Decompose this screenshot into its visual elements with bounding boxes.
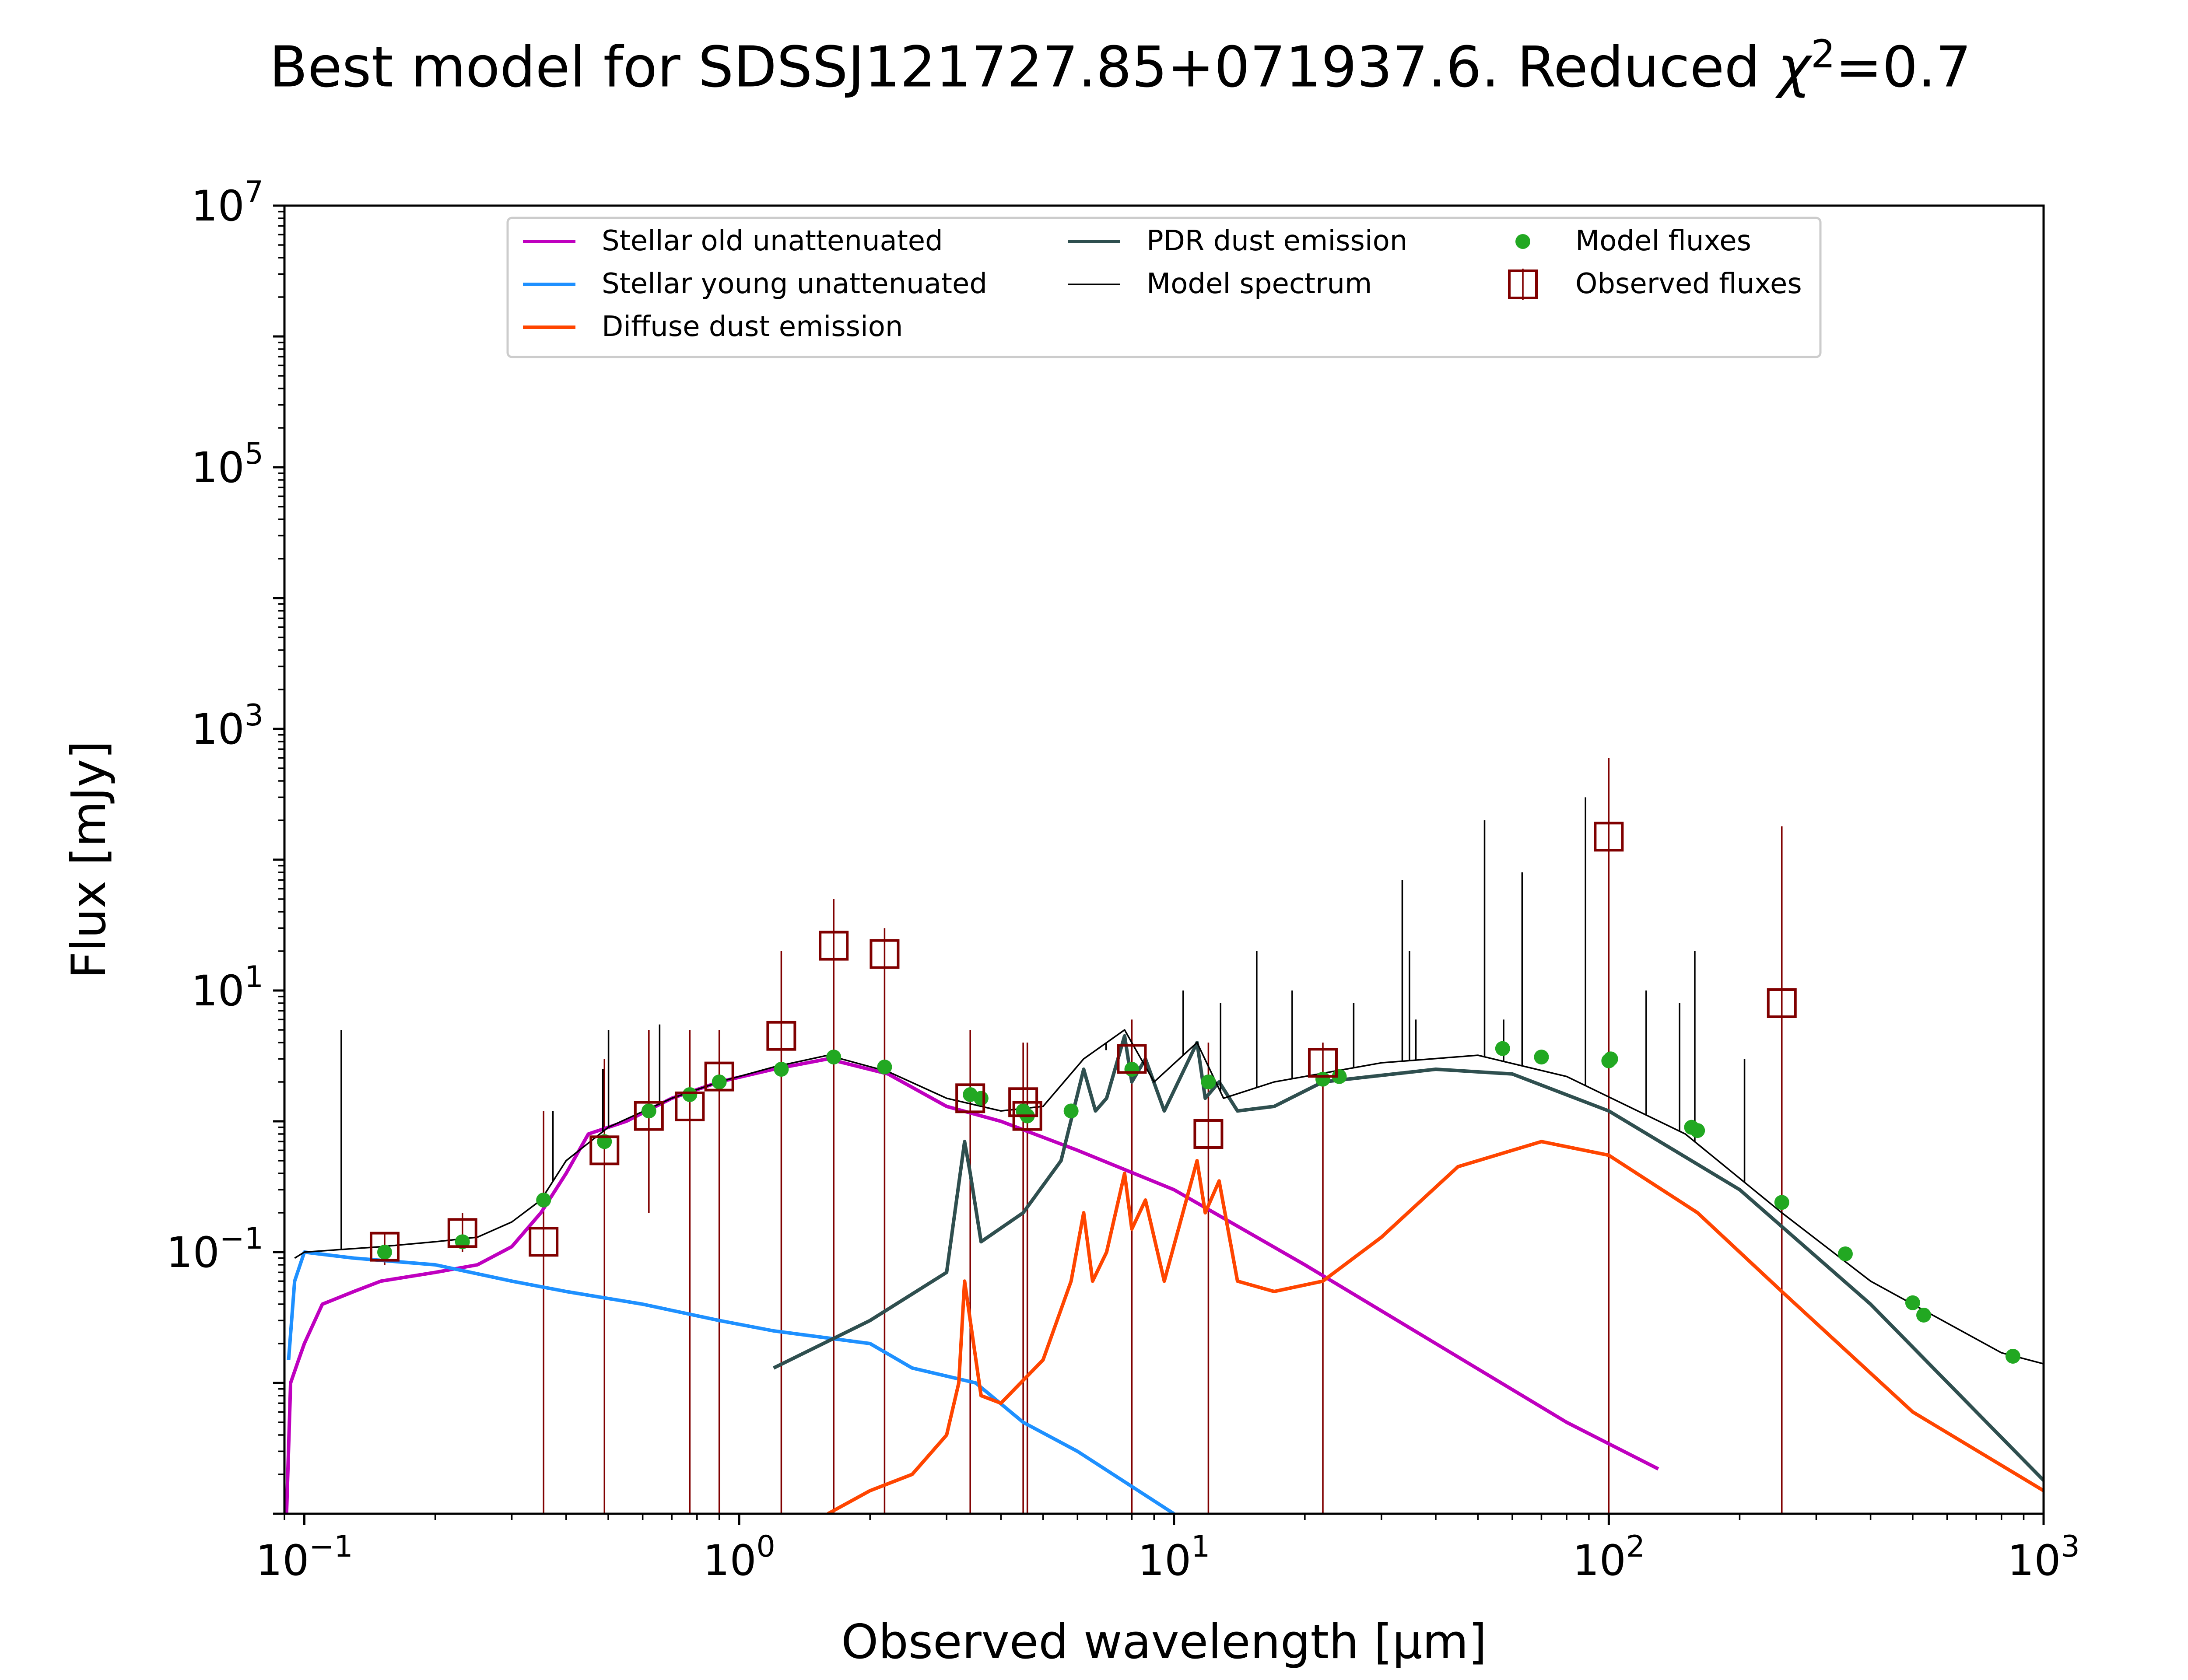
- spectral-lines: [340, 797, 1746, 1250]
- model-flux-point-25: [1690, 1123, 1705, 1138]
- legend-item-4: PDR dust emission: [1068, 225, 1407, 257]
- observed-flux-point-2: [447, 1218, 477, 1248]
- x-tick-text: 102: [1573, 1530, 1645, 1585]
- model-flux-point-17: [1201, 1074, 1216, 1089]
- model-flux-point-29: [1916, 1307, 1932, 1323]
- model-flux-point-1: [377, 1245, 392, 1260]
- observed-flux-point-11: [955, 1083, 985, 1113]
- x-tick-text: 100: [703, 1530, 775, 1585]
- x-tick-label-2: 100: [703, 1530, 775, 1585]
- model-flux-point-16: [1124, 1062, 1140, 1077]
- observed-flux-point-18: [1767, 988, 1797, 1018]
- y-tick-text: 101: [191, 960, 263, 1015]
- model-flux-point-12: [973, 1091, 989, 1106]
- observed-flux-point-10: [870, 939, 900, 969]
- observed-flux-point-1: [369, 1232, 400, 1262]
- series-line-2: [287, 1250, 1175, 1514]
- model-flux-point-28: [1905, 1295, 1920, 1310]
- y-axis: 10−1 101 103 105 107: [166, 175, 284, 1515]
- chart-title: Best model for SDSSJ121727.85+071937.6. …: [0, 32, 2188, 100]
- y-tick-label-3: 103: [191, 698, 263, 754]
- series-layer: [284, 1029, 2044, 1514]
- model-flux-point-7: [712, 1074, 727, 1089]
- x-tick-label-4: 102: [1573, 1530, 1645, 1585]
- model-flux-point-9: [826, 1050, 842, 1065]
- observed-flux-point-9: [819, 931, 849, 961]
- observed-flux-point-5: [634, 1101, 664, 1131]
- model-flux-point-3: [536, 1193, 551, 1208]
- legend-item-2: Stellar young unattenuated: [523, 268, 987, 300]
- series-line-5: [294, 1029, 2044, 1365]
- y-tick-label-2: 101: [191, 960, 263, 1015]
- x-tick-text: 103: [2007, 1530, 2079, 1585]
- model-flux-point-10: [877, 1059, 892, 1074]
- y-tick-text: 105: [191, 437, 263, 492]
- model-fluxes: [377, 1041, 2020, 1364]
- chart-title-end: =0.7: [1835, 35, 1971, 100]
- legend-swatch: [1515, 234, 1530, 249]
- model-flux-point-27: [1837, 1246, 1853, 1261]
- model-flux-point-26: [1774, 1195, 1789, 1210]
- x-tick-label-3: 101: [1138, 1530, 1210, 1585]
- model-flux-point-5: [641, 1103, 656, 1119]
- observed-flux-point-14: [1117, 1044, 1147, 1074]
- chart-title-main: Best model for SDSSJ121727.85+071937.6. …: [269, 35, 1778, 100]
- model-flux-point-21: [1534, 1050, 1549, 1065]
- observed-flux-point-15: [1193, 1119, 1224, 1149]
- model-flux-point-23: [1603, 1051, 1618, 1067]
- legend-item-7: Observed fluxes: [1508, 268, 1802, 300]
- observed-flux-point-3: [529, 1227, 559, 1257]
- series-line-1: [284, 1057, 1659, 1514]
- series-line-3: [827, 1140, 2044, 1514]
- x-axis-label: Observed wavelength [μm]: [841, 1615, 1487, 1670]
- y-tick-label-4: 105: [191, 437, 263, 492]
- legend-label: Model fluxes: [1575, 225, 1751, 257]
- y-tick-label-5: 107: [191, 175, 263, 231]
- chart-title-sup: 2: [1811, 32, 1835, 77]
- x-tick-label-5: 103: [2007, 1530, 2079, 1585]
- legend-item-1: Stellar old unattenuated: [523, 225, 943, 257]
- model-flux-point-18: [1315, 1071, 1330, 1087]
- x-axis: 10−1 100 101 102 103: [256, 1514, 2080, 1585]
- model-flux-point-6: [682, 1087, 698, 1102]
- legend-label: Observed fluxes: [1575, 268, 1802, 300]
- legend-label: Model spectrum: [1147, 268, 1372, 300]
- legend-box: [506, 217, 1822, 358]
- observed-flux-point-17: [1594, 822, 1624, 852]
- x-tick-text: 101: [1138, 1530, 1210, 1585]
- y-tick-text: 10−1: [166, 1222, 263, 1277]
- legend-item-6: Model fluxes: [1515, 225, 1751, 257]
- observed-fluxes: [369, 822, 1797, 1262]
- model-flux-point-8: [774, 1062, 789, 1077]
- legend-label: Stellar young unattenuated: [602, 268, 987, 300]
- legend-item-5: Model spectrum: [1068, 268, 1372, 300]
- x-tick-text: 10−1: [256, 1530, 353, 1585]
- observed-flux-point-6: [675, 1091, 705, 1121]
- model-flux-point-20: [1495, 1041, 1510, 1056]
- observed-flux-point-7: [704, 1061, 734, 1092]
- plot-area: [284, 758, 2044, 1514]
- observed-flux-point-8: [766, 1021, 796, 1051]
- x-tick-label-1: 10−1: [256, 1530, 353, 1585]
- y-tick-text: 107: [191, 175, 263, 231]
- observed-flux-point-4: [589, 1135, 620, 1166]
- y-axis-label: Flux [mJy]: [62, 741, 116, 979]
- observed-flux-point-16: [1308, 1048, 1338, 1078]
- plot-frame: [283, 204, 2045, 1515]
- legend-label: Diffuse dust emission: [602, 311, 903, 343]
- legend-label: Stellar old unattenuated: [602, 225, 943, 257]
- chart-title-chi: χ: [1778, 35, 1811, 100]
- legend: Stellar old unattenuated Stellar young un…: [506, 217, 1822, 358]
- model-flux-point-30: [2005, 1348, 2020, 1364]
- legend-label: PDR dust emission: [1147, 225, 1407, 257]
- observed-flux-point-13: [1012, 1101, 1042, 1131]
- y-tick-label-1: 10−1: [166, 1222, 263, 1277]
- y-tick-text: 103: [191, 698, 263, 754]
- model-flux-point-15: [1063, 1103, 1079, 1119]
- legend-item-3: Diffuse dust emission: [523, 311, 903, 343]
